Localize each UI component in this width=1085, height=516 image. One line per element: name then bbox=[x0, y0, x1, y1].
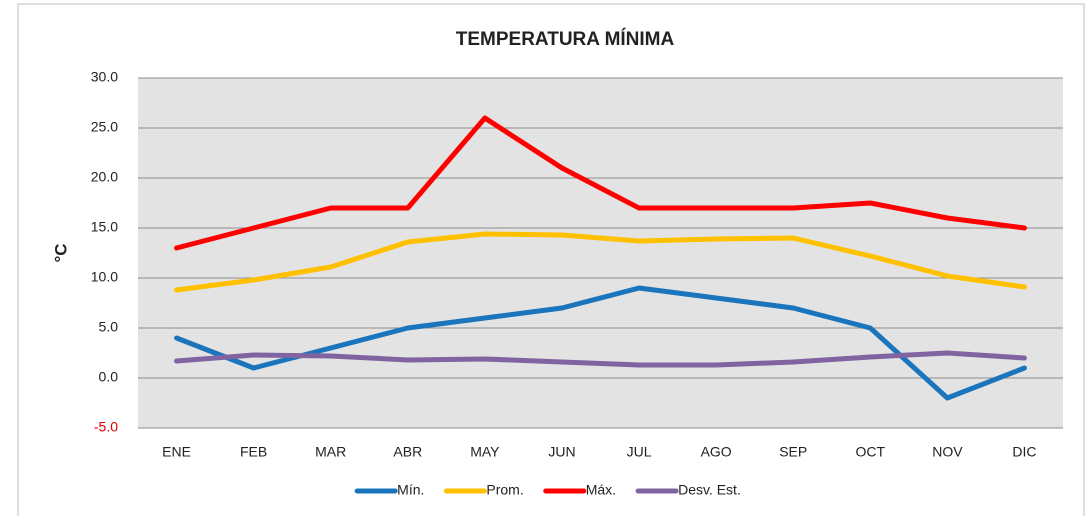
y-tick-label: 10.0 bbox=[91, 269, 118, 285]
y-tick-label: 30.0 bbox=[91, 69, 118, 85]
x-tick-label: JUN bbox=[548, 444, 575, 460]
x-tick-label: SEP bbox=[779, 444, 807, 460]
legend-label: Desv. Est. bbox=[678, 482, 741, 498]
y-tick-label: 0.0 bbox=[99, 369, 119, 385]
y-tick-label: 25.0 bbox=[91, 119, 118, 135]
y-tick-label: -5.0 bbox=[94, 419, 118, 435]
x-tick-label: OCT bbox=[856, 444, 886, 460]
legend-label: Prom. bbox=[486, 482, 523, 498]
x-tick-label: FEB bbox=[240, 444, 267, 460]
x-tick-label: MAR bbox=[315, 444, 346, 460]
y-tick-label: 5.0 bbox=[99, 319, 119, 335]
y-tick-label: 15.0 bbox=[91, 219, 118, 235]
plot-area bbox=[138, 78, 1063, 428]
series-line bbox=[174, 285, 1027, 401]
y-axis-label: °C bbox=[51, 243, 70, 262]
x-tick-label: JUL bbox=[627, 444, 652, 460]
x-tick-label: ENE bbox=[162, 444, 191, 460]
x-tick-label: AGO bbox=[701, 444, 732, 460]
x-tick-label: NOV bbox=[932, 444, 963, 460]
legend-label: Máx. bbox=[586, 482, 616, 498]
legend-label: Mín. bbox=[397, 482, 424, 498]
series-line bbox=[174, 350, 1027, 368]
x-tick-label: MAY bbox=[470, 444, 500, 460]
x-tick-label: ABR bbox=[393, 444, 422, 460]
y-tick-label: 20.0 bbox=[91, 169, 118, 185]
series-line bbox=[174, 231, 1027, 293]
chart-title: TEMPERATURA MÍNIMA bbox=[456, 28, 675, 50]
series-line bbox=[174, 115, 1027, 251]
x-tick-label: DIC bbox=[1012, 444, 1036, 460]
